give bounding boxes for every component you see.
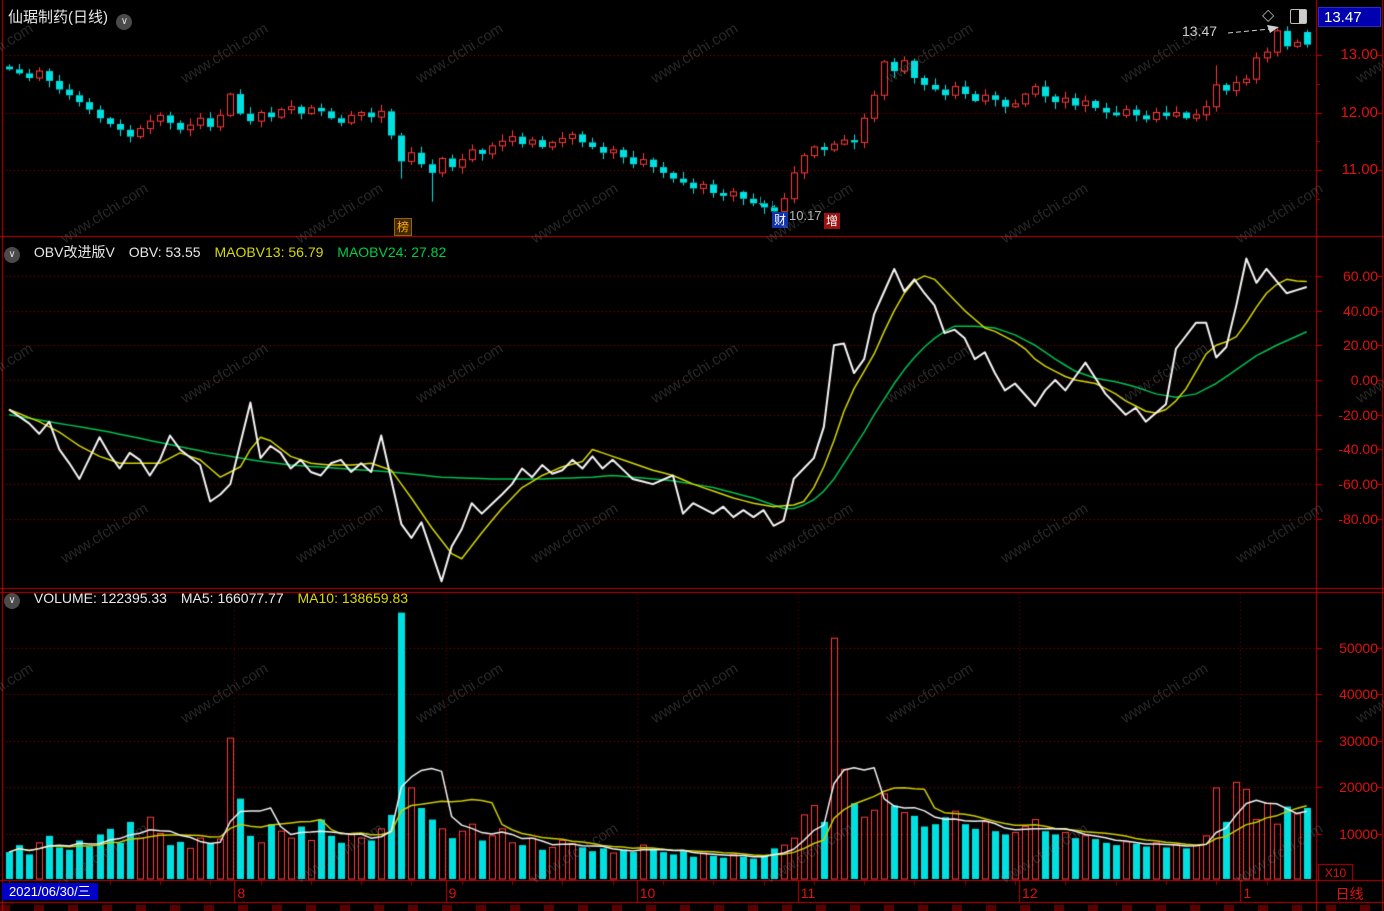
stock-title: 仙琚制药(日线): [8, 9, 108, 26]
last-price-box: 13.47: [1318, 7, 1381, 27]
obv-axis-label: -80.00: [1338, 510, 1378, 527]
obv-axis-label: -40.00: [1338, 441, 1378, 458]
date-label: 2021/06/30/三: [2, 883, 98, 900]
maobv24-value: MAOBV24: 27.82: [337, 244, 447, 260]
finance-badge[interactable]: 财: [772, 212, 788, 228]
obv-axis-label: 0.00: [1350, 372, 1378, 388]
titlebar: 仙琚制药(日线) ∨: [8, 6, 133, 30]
down-arrow-icon: ↓: [757, 192, 765, 209]
bottom-edge-strip: [0, 905, 1384, 911]
obv-axis-label: 20.00: [1342, 337, 1378, 354]
month-label: 11: [800, 885, 816, 901]
ma10-value: MA10: 138659.83: [297, 590, 409, 606]
low-price-label: 10.17: [789, 208, 822, 223]
volume-unit-label: X10: [1324, 866, 1347, 880]
high-price-annotation: 13.47: [1182, 23, 1218, 39]
obv-value: OBV: 53.55: [128, 244, 201, 260]
rank-badge[interactable]: 榜: [394, 218, 412, 236]
volume-axis-label: 20000: [1339, 779, 1378, 795]
chevron-down-icon[interactable]: ∨: [116, 14, 133, 30]
volume-axis-label: 10000: [1339, 825, 1378, 842]
price-axis-label: 12.00: [1340, 103, 1378, 121]
price-axis-label: 13.00: [1340, 46, 1378, 63]
month-label: 1: [1243, 885, 1252, 901]
volume-axis-label: 40000: [1339, 686, 1378, 702]
obv-panel-header: ∨ OBV改进版V OBV: 53.55 MAOBV13: 56.79 MAOB…: [4, 242, 456, 263]
period-label[interactable]: 日线: [1335, 886, 1364, 902]
month-label: 8: [237, 885, 246, 901]
obv-axis-label: 60.00: [1342, 267, 1378, 284]
down-arrow-icon: ↓: [770, 198, 776, 210]
indicator-name[interactable]: OBV改进版V: [33, 244, 115, 260]
obv-axis-label: -20.00: [1338, 406, 1378, 423]
chevron-down-icon[interactable]: ∨: [4, 593, 20, 609]
volume-panel-header: ∨ VOLUME: 122395.33 MA5: 166077.77 MA10:…: [4, 590, 418, 609]
volume-value: VOLUME: 122395.33: [33, 590, 167, 606]
volume-axis-label: 50000: [1339, 639, 1378, 656]
volume-axis-label: 30000: [1339, 732, 1378, 749]
price-axis-label: 11.00: [1341, 161, 1378, 178]
chevron-down-icon[interactable]: ∨: [4, 247, 20, 263]
diamond-icon[interactable]: ◇: [1262, 7, 1275, 24]
ma5-value: MA5: 166077.77: [180, 590, 284, 606]
month-label: 10: [639, 885, 656, 901]
month-label: 12: [1022, 885, 1038, 901]
obv-axis-label: 40.00: [1342, 302, 1378, 319]
split-view-icon[interactable]: [1290, 9, 1307, 24]
holder-increase-badge[interactable]: 增: [824, 213, 840, 229]
annotation-arrow: [1227, 25, 1279, 34]
month-label: 9: [448, 885, 457, 901]
obv-axis-label: -60.00: [1338, 476, 1378, 493]
maobv13-value: MAOBV13: 56.79: [214, 244, 324, 260]
